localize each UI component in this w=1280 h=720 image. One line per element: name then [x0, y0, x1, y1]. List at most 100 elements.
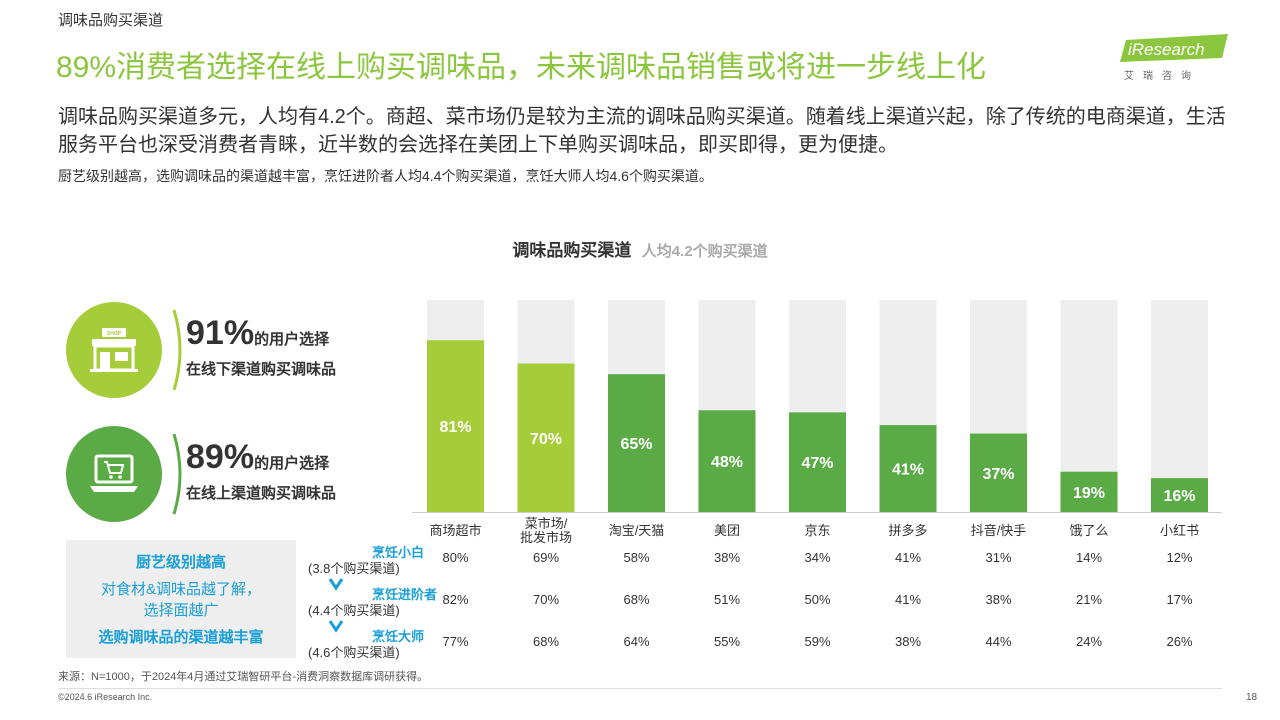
category-label: 商场超市 [429, 523, 482, 538]
bar-background [608, 300, 665, 512]
skill-box-line1: 对食材&调味品越了解， [100, 581, 261, 598]
category-label: 抖音/快手 [970, 523, 1027, 538]
table-cell: 38% [713, 550, 741, 565]
table-cell: 41% [894, 592, 922, 607]
table-cell: 38% [894, 634, 922, 649]
bar [879, 425, 937, 512]
bar-background [789, 300, 846, 512]
online-arc [172, 433, 182, 515]
offline-percentage: 91%的用户选择 [186, 314, 330, 352]
group-beginner-name: 烹饪小白 [372, 545, 425, 560]
table-cell: 51% [713, 592, 741, 607]
category-label: 京东 [804, 523, 831, 538]
bar-value-label: 16% [1163, 488, 1195, 505]
shop-icon: SHOP [90, 328, 138, 372]
table-cell: 41% [894, 550, 922, 565]
table-cell: 17% [1166, 592, 1193, 607]
bar [1060, 471, 1118, 512]
table-cell: 34% [804, 550, 831, 565]
online-percentage: 89%的用户选择 [186, 438, 330, 476]
skill-level-box: 厨艺级别越高 对食材&调味品越了解， 选择面越广 选购调味品的渠道越丰富 [66, 540, 296, 658]
bar [517, 363, 575, 512]
group-master-name: 烹饪大师 [372, 629, 425, 644]
category-label: 小红书 [1159, 523, 1199, 538]
bar-background [698, 300, 756, 512]
bar-value-label: 37% [982, 466, 1014, 483]
svg-text:SHOP: SHOP [107, 331, 122, 337]
table-cell: 59% [804, 634, 831, 649]
chart-title-main: 调味品购买渠道 [512, 241, 632, 260]
bar [970, 433, 1027, 512]
category-label: 拼多多 [888, 523, 928, 538]
table-cell: 50% [804, 592, 831, 607]
section-label: 调味品购买渠道 [58, 12, 164, 29]
table-cell: 69% [532, 550, 560, 565]
group-master-sub: (4.6个购买渠道) [308, 645, 400, 660]
table-cell: 77% [442, 634, 469, 649]
logo-mark: iResearch [1120, 34, 1228, 62]
table-cell: 58% [623, 550, 650, 565]
table-cell: 12% [1166, 550, 1193, 565]
page-number: 18 [1246, 692, 1258, 703]
page-title: 89%消费者选择在线上购买调味品，未来调味品销售或将进一步线上化 [56, 51, 987, 84]
copyright: ©2024.6 iResearch Inc. [58, 692, 153, 702]
summary-text: 调味品购买渠道多元，人均有4.2个。商超、菜市场仍是较为主流的调味品购买渠道。随… [58, 106, 1226, 156]
category-label: 淘宝/天猫 [608, 523, 665, 538]
table-cell: 68% [623, 592, 650, 607]
logo-brand: iResearch [1128, 40, 1205, 59]
offline-callout: SHOP 91%的用户选择 在线下渠道购买调味品 [64, 300, 394, 404]
bar-background [427, 300, 484, 512]
bar [427, 340, 484, 512]
category-label: 饿了么 [1069, 523, 1109, 538]
offline-arc [172, 309, 182, 391]
chart-title: 调味品购买渠道 人均4.2个购买渠道 [0, 236, 1280, 261]
source-note: 来源：N=1000，于2024年4月通过艾瑞智研平台-消费洞察数据库调研获得。 [58, 671, 429, 683]
bar [608, 374, 665, 512]
table-cell: 68% [532, 634, 560, 649]
footer-divider [58, 688, 1222, 689]
bar-value-label: 70% [530, 431, 562, 448]
bar-value-label: 48% [711, 454, 743, 471]
bar-value-label: 81% [439, 419, 471, 436]
table-cell: 38% [985, 592, 1012, 607]
table-cell: 44% [985, 634, 1012, 649]
group-beginner-sub: (3.8个购买渠道) [308, 561, 400, 576]
skill-box-title: 厨艺级别越高 [135, 554, 226, 571]
table-cell: 64% [623, 634, 650, 649]
online-description: 在线上渠道购买调味品 [186, 485, 337, 502]
table-cell: 14% [1075, 550, 1103, 565]
bar-value-label: 65% [620, 436, 652, 453]
chart-subtitle: 人均4.2个购买渠道 [641, 243, 768, 260]
table-cell: 82% [442, 592, 469, 607]
skill-box-line3: 选购调味品的渠道越丰富 [98, 629, 264, 646]
online-callout: 89%的用户选择 在线上渠道购买调味品 [64, 424, 394, 528]
category-label: 菜市场/ 批发市场 [519, 516, 572, 545]
bar [1151, 478, 1208, 512]
bar [698, 410, 756, 512]
bar-value-label: 19% [1073, 485, 1105, 502]
table-cell: 80% [442, 550, 469, 565]
offline-description: 在线下渠道购买调味品 [186, 361, 337, 378]
group-advanced-name: 烹饪进阶者 [372, 587, 438, 602]
bar [789, 412, 846, 512]
detail-text: 厨艺级别越高，选购调味品的渠道越丰富，烹饪进阶者人均4.4个购买渠道，烹饪大师人… [58, 168, 713, 184]
logo-subtitle: 艾瑞咨询 [1124, 71, 1200, 82]
bar-background [517, 300, 575, 512]
bar-background [970, 300, 1027, 512]
table-cell: 31% [985, 550, 1012, 565]
bar-value-label: 47% [801, 455, 833, 472]
chevron-down-icon [328, 578, 344, 591]
table-cell: 55% [713, 634, 741, 649]
laptop-cart-icon [90, 454, 138, 492]
bar-background [1151, 300, 1208, 512]
bar-background [879, 300, 937, 512]
bar-value-label: 41% [892, 462, 924, 479]
skill-box-line2: 选择面越广 [143, 602, 219, 619]
table-cell: 26% [1166, 634, 1193, 649]
iresearch-logo: iResearch 艾瑞咨询 [1118, 34, 1228, 82]
bar-background [1060, 300, 1118, 512]
table-cell: 24% [1075, 634, 1103, 649]
table-cell: 21% [1075, 592, 1103, 607]
offline-circle [66, 302, 162, 398]
chevron-down-icon [328, 620, 344, 633]
